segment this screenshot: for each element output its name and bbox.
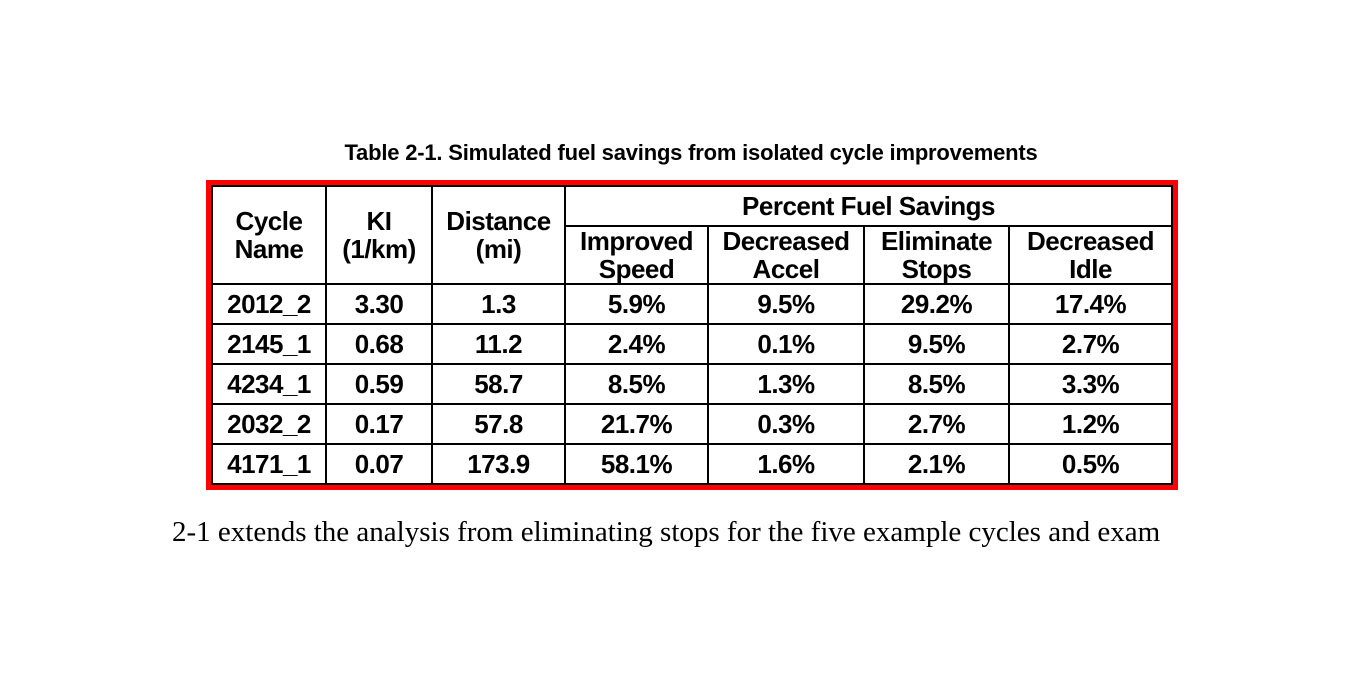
fuel-savings-table: Cycle Name KI (1/km) Distance (mi) Perce… bbox=[211, 185, 1174, 485]
cell-decreased-idle: 3.3% bbox=[1007, 363, 1174, 405]
column-header-line: (1/km) bbox=[342, 234, 416, 264]
column-header-line: Decreased bbox=[1027, 226, 1155, 256]
column-header-distance: Distance (mi) bbox=[431, 185, 566, 285]
column-header-line: Stops bbox=[901, 254, 972, 284]
cell-decreased-accel: 0.3% bbox=[707, 403, 865, 445]
column-header-decreased-idle: Decreased Idle bbox=[1007, 225, 1174, 285]
cell-eliminate-stops: 2.1% bbox=[863, 443, 1010, 485]
table-caption: Table 2-1. Simulated fuel savings from i… bbox=[344, 140, 1038, 165]
cell-improved-speed: 2.4% bbox=[564, 323, 709, 365]
column-header-ki: KI (1/km) bbox=[325, 185, 433, 285]
cell-cycle-name: 4234_1 bbox=[211, 363, 327, 405]
cell-decreased-idle: 2.7% bbox=[1007, 323, 1174, 365]
column-header-decreased-accel: Decreased Accel bbox=[707, 225, 865, 285]
column-header-line: Distance bbox=[446, 206, 551, 236]
cell-distance: 57.8 bbox=[431, 403, 566, 445]
table-row: 2012_2 3.30 1.3 5.9% 9.5% 29.2% 17.4% bbox=[211, 283, 1174, 325]
cell-decreased-accel: 1.6% bbox=[707, 443, 865, 485]
column-header-line: Eliminate bbox=[880, 226, 993, 256]
cell-ki: 3.30 bbox=[325, 283, 433, 325]
cell-distance: 58.7 bbox=[431, 363, 566, 405]
cell-improved-speed: 5.9% bbox=[564, 283, 709, 325]
cell-decreased-accel: 1.3% bbox=[707, 363, 865, 405]
table-row: 4171_1 0.07 173.9 58.1% 1.6% 2.1% 0.5% bbox=[211, 443, 1174, 485]
cell-eliminate-stops: 9.5% bbox=[863, 323, 1010, 365]
cell-decreased-idle: 17.4% bbox=[1007, 283, 1174, 325]
cell-decreased-idle: 1.2% bbox=[1007, 403, 1174, 445]
cell-decreased-accel: 9.5% bbox=[707, 283, 865, 325]
table-row: 2145_1 0.68 11.2 2.4% 0.1% 9.5% 2.7% bbox=[211, 323, 1174, 365]
table-row: 2032_2 0.17 57.8 21.7% 0.3% 2.7% 1.2% bbox=[211, 403, 1174, 445]
body-paragraph: 2-1 extends the analysis from eliminatin… bbox=[172, 516, 1161, 548]
column-header-line: Accel bbox=[752, 254, 820, 284]
cell-cycle-name: 4171_1 bbox=[211, 443, 327, 485]
cell-ki: 0.59 bbox=[325, 363, 433, 405]
cell-improved-speed: 58.1% bbox=[564, 443, 709, 485]
cell-cycle-name: 2032_2 bbox=[211, 403, 327, 445]
column-header-line: Speed bbox=[598, 254, 675, 284]
cell-ki: 0.68 bbox=[325, 323, 433, 365]
cell-decreased-accel: 0.1% bbox=[707, 323, 865, 365]
table-red-frame: Cycle Name KI (1/km) Distance (mi) Perce… bbox=[206, 180, 1179, 490]
column-header-line: KI bbox=[366, 206, 393, 236]
column-group-header-percent-fuel-savings: Percent Fuel Savings bbox=[563, 185, 1174, 227]
cell-cycle-name: 2012_2 bbox=[211, 283, 327, 325]
cell-distance: 11.2 bbox=[431, 323, 566, 365]
cell-cycle-name: 2145_1 bbox=[211, 323, 327, 365]
column-header-line: Cycle bbox=[235, 206, 303, 236]
cell-ki: 0.07 bbox=[325, 443, 433, 485]
cell-distance: 173.9 bbox=[431, 443, 566, 485]
cell-distance: 1.3 bbox=[431, 283, 566, 325]
column-header-line: (mi) bbox=[475, 234, 522, 264]
cell-ki: 0.17 bbox=[325, 403, 433, 445]
column-header-line: Decreased bbox=[722, 226, 850, 256]
cell-eliminate-stops: 29.2% bbox=[863, 283, 1010, 325]
column-header-line: Idle bbox=[1069, 254, 1112, 284]
column-header-eliminate-stops: Eliminate Stops bbox=[863, 225, 1010, 285]
cell-improved-speed: 8.5% bbox=[564, 363, 709, 405]
column-header-line: Improved bbox=[579, 226, 694, 256]
cell-eliminate-stops: 8.5% bbox=[863, 363, 1010, 405]
cell-eliminate-stops: 2.7% bbox=[863, 403, 1010, 445]
cell-decreased-idle: 0.5% bbox=[1007, 443, 1174, 485]
table-row: 4234_1 0.59 58.7 8.5% 1.3% 8.5% 3.3% bbox=[211, 363, 1174, 405]
column-header-line: Name bbox=[234, 234, 304, 264]
column-header-cycle-name: Cycle Name bbox=[211, 185, 327, 285]
cell-improved-speed: 21.7% bbox=[564, 403, 709, 445]
column-header-improved-speed: Improved Speed bbox=[564, 225, 709, 285]
